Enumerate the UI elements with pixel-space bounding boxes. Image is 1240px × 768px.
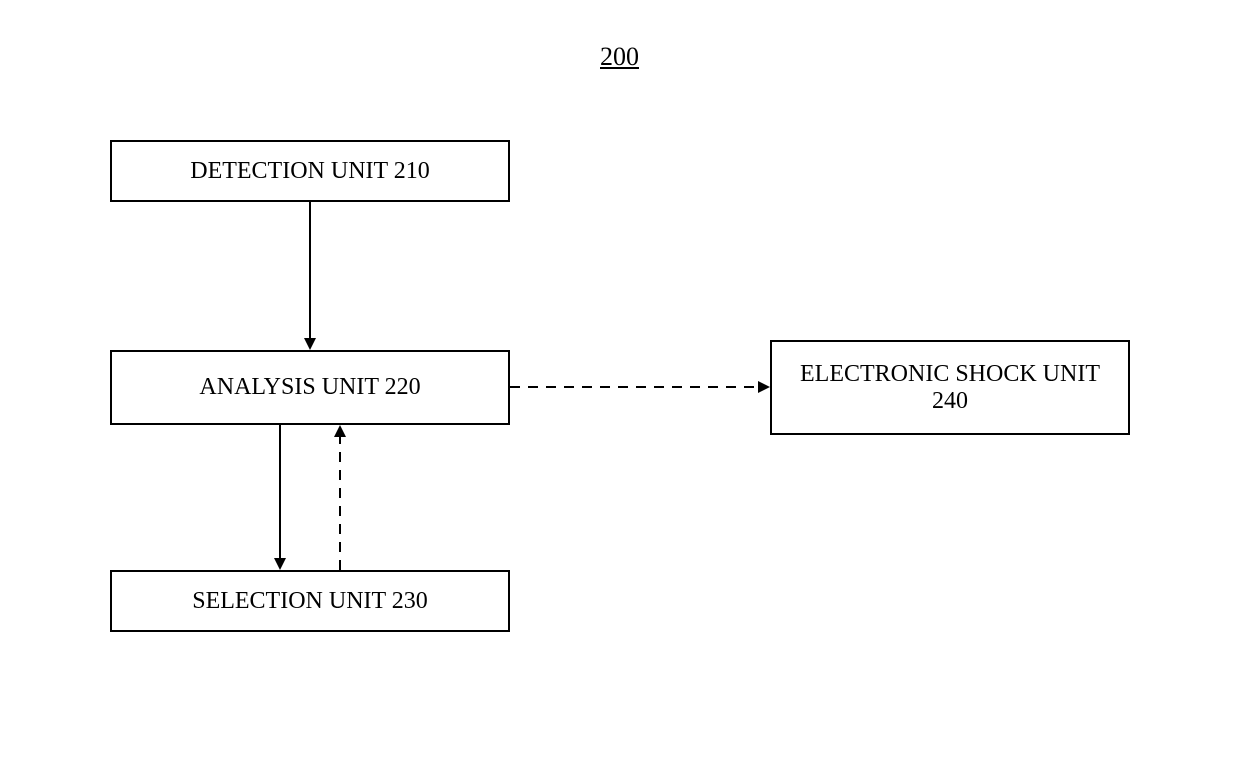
edge-detection-to-analysis xyxy=(290,182,330,370)
edge-analysis-to-selection xyxy=(260,405,300,590)
diagram-title: 200 xyxy=(600,42,639,72)
edge-analysis-to-shock xyxy=(490,367,790,407)
node-electronic-shock-unit: ELECTRONIC SHOCK UNIT 240 xyxy=(770,340,1130,435)
edge-selection-to-analysis xyxy=(320,405,360,590)
node-selection-unit: SELECTION UNIT 230 xyxy=(110,570,510,632)
